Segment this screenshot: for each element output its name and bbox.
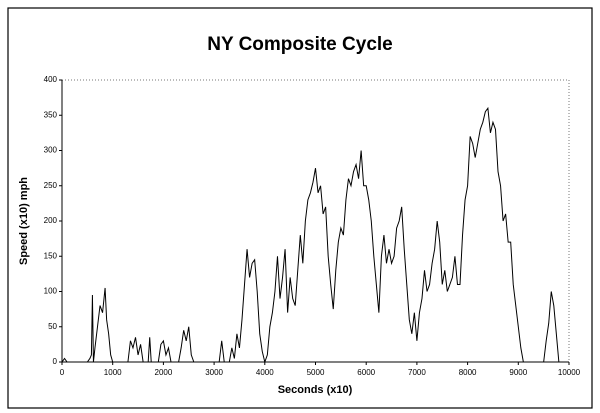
x-tick-label: 1000 bbox=[104, 368, 122, 377]
y-tick-label: 300 bbox=[44, 146, 58, 155]
y-tick-label: 50 bbox=[48, 322, 57, 331]
x-tick-label: 8000 bbox=[459, 368, 477, 377]
y-tick-label: 350 bbox=[44, 110, 58, 119]
y-tick-label: 200 bbox=[44, 216, 58, 225]
x-tick-label: 7000 bbox=[408, 368, 426, 377]
x-axis-label: Seconds (x10) bbox=[278, 384, 353, 396]
speed-line bbox=[61, 106, 560, 364]
chart-frame bbox=[7, 7, 593, 409]
y-tick-label: 0 bbox=[53, 357, 58, 366]
y-tick-label: 100 bbox=[44, 287, 58, 296]
x-tick-label: 10000 bbox=[558, 368, 581, 377]
y-tick-label: 400 bbox=[44, 75, 58, 84]
y-axis-label: Speed (x10) mph bbox=[18, 177, 30, 265]
x-tick-label: 6000 bbox=[357, 368, 375, 377]
x-tick-label: 3000 bbox=[205, 368, 223, 377]
x-tick-label: 0 bbox=[60, 368, 65, 377]
y-tick-label: 250 bbox=[44, 181, 58, 190]
y-tick-label: 150 bbox=[44, 251, 58, 260]
chart-title: NY Composite Cycle bbox=[207, 34, 392, 55]
x-tick-label: 5000 bbox=[307, 368, 325, 377]
x-tick-label: 9000 bbox=[509, 368, 527, 377]
x-tick-label: 2000 bbox=[155, 368, 173, 377]
x-tick-label: 4000 bbox=[256, 368, 274, 377]
